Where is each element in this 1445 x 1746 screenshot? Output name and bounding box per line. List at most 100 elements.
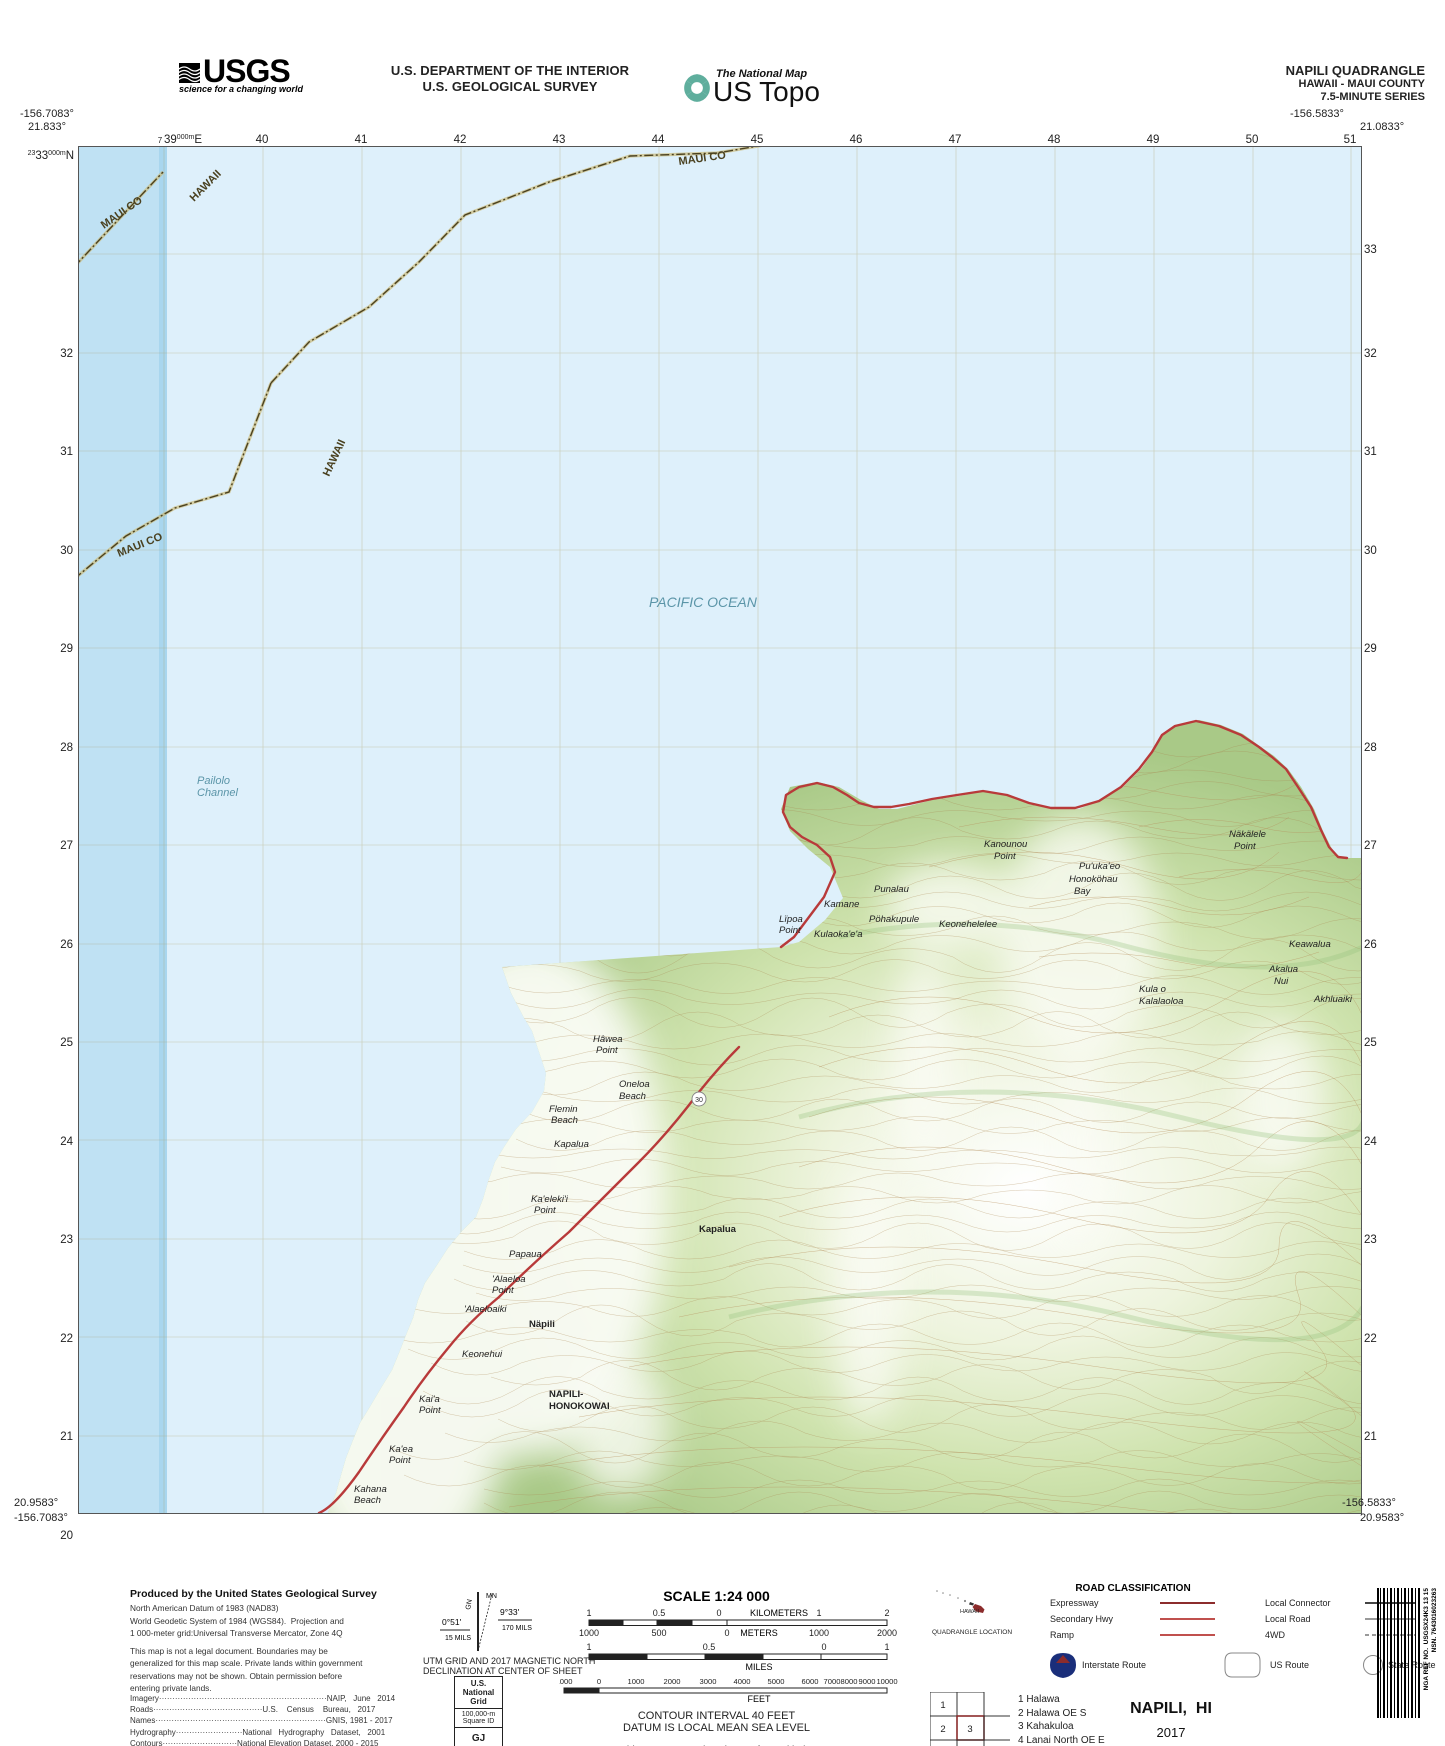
svg-text:HONOKOWAI: HONOKOWAI [549, 1401, 610, 1412]
svg-text:6000: 6000 [802, 1677, 819, 1686]
svg-text:Näkälele: Näkälele [1229, 829, 1266, 840]
svg-text:FEET: FEET [747, 1694, 771, 1703]
svg-text:Beach: Beach [619, 1091, 646, 1102]
svg-text:22: 22 [60, 1333, 73, 1345]
svg-text:Point: Point [492, 1285, 514, 1296]
svg-text:Kula o: Kula o [1139, 984, 1166, 995]
svg-text:Flemin: Flemin [549, 1104, 578, 1115]
svg-text:Punalau: Punalau [874, 884, 910, 895]
svg-text:'Alaeloaiki: 'Alaeloaiki [464, 1304, 507, 1315]
svg-text:43: 43 [553, 134, 566, 146]
svg-text:Ka'ea: Ka'ea [389, 1444, 413, 1455]
svg-text:22: 22 [1364, 1333, 1377, 1345]
svg-text:23: 23 [60, 1234, 73, 1246]
svg-text:1: 1 [586, 1642, 591, 1652]
svg-text:4000: 4000 [734, 1677, 751, 1686]
svg-text:2: 2 [884, 1608, 889, 1618]
svg-text:2000: 2000 [877, 1628, 897, 1638]
svg-text:0°51': 0°51' [442, 1617, 462, 1627]
svg-text:20: 20 [60, 1530, 73, 1542]
svg-text:7: 7 [158, 136, 163, 145]
svg-text:26: 26 [60, 939, 73, 951]
svg-text:Kanounou: Kanounou [984, 839, 1028, 850]
svg-text:Interstate Route: Interstate Route [1082, 1660, 1146, 1670]
svg-text:0: 0 [597, 1677, 601, 1686]
svg-text:PACIFIC OCEAN: PACIFIC OCEAN [649, 594, 758, 610]
svg-text:9000: 9000 [859, 1677, 876, 1686]
svg-text:1000: 1000 [628, 1677, 645, 1686]
svg-text:27: 27 [60, 840, 73, 852]
svg-text:170 MILS: 170 MILS [502, 1625, 532, 1632]
svg-text:Keawalua: Keawalua [1289, 939, 1331, 950]
svg-text:21: 21 [60, 1431, 73, 1443]
svg-text:40: 40 [256, 134, 269, 146]
svg-text:Kamane: Kamane [824, 899, 859, 910]
svg-text:0: 0 [821, 1642, 826, 1652]
svg-text:7000: 7000 [824, 1677, 841, 1686]
svg-text:2: 2 [940, 1724, 945, 1735]
svg-text:Secondary Hwy: Secondary Hwy [1050, 1614, 1114, 1624]
svg-text:26: 26 [1364, 939, 1377, 951]
svg-text:25: 25 [60, 1037, 73, 1049]
svg-text:1000: 1000 [809, 1628, 829, 1638]
svg-text:Local Connector: Local Connector [1265, 1598, 1331, 1608]
svg-text:Kapalua: Kapalua [554, 1139, 589, 1150]
svg-text:Ramp: Ramp [1050, 1630, 1074, 1640]
svg-text:32: 32 [1364, 348, 1377, 360]
svg-text:Keonehelelee: Keonehelelee [939, 919, 997, 930]
svg-text:29: 29 [1364, 643, 1377, 655]
svg-text:3: 3 [967, 1724, 972, 1735]
svg-text:28: 28 [1364, 742, 1377, 754]
svg-text:0.5: 0.5 [653, 1608, 666, 1618]
svg-text:1: 1 [940, 1700, 945, 1711]
svg-text:Point: Point [779, 925, 801, 936]
svg-text:Honoköhau: Honoköhau [1069, 874, 1118, 885]
svg-text:'Alaeloa: 'Alaeloa [492, 1274, 526, 1285]
svg-text:Ka'eleki'i: Ka'eleki'i [531, 1194, 569, 1205]
svg-text:30: 30 [1364, 545, 1377, 557]
svg-text:44: 44 [652, 134, 665, 146]
svg-text:9°33': 9°33' [500, 1607, 520, 1617]
svg-text:Beach: Beach [354, 1495, 381, 1506]
svg-text:1: 1 [586, 1608, 591, 1618]
svg-text:1000: 1000 [559, 1677, 572, 1686]
svg-text:2000: 2000 [664, 1677, 681, 1686]
svg-text:4WD: 4WD [1265, 1630, 1286, 1640]
svg-text:MN: MN [486, 1593, 497, 1600]
svg-text:Näpili: Näpili [529, 1319, 555, 1330]
svg-text:33: 33 [1364, 244, 1377, 256]
svg-text:Kulaoka'e'a: Kulaoka'e'a [814, 929, 863, 940]
svg-text:Nui: Nui [1274, 976, 1289, 987]
svg-text:5000: 5000 [768, 1677, 785, 1686]
svg-text:28: 28 [60, 742, 73, 754]
svg-text:Lïpoa: Lïpoa [779, 914, 803, 925]
svg-text:Pöhakupule: Pöhakupule [869, 914, 919, 925]
svg-text:Kalalaoloa: Kalalaoloa [1139, 996, 1183, 1007]
svg-text:24: 24 [60, 1136, 73, 1148]
svg-text:Point: Point [994, 851, 1016, 862]
svg-text:1000: 1000 [579, 1628, 599, 1638]
svg-text:Local Road: Local Road [1265, 1614, 1311, 1624]
svg-text:Point: Point [534, 1205, 556, 1216]
svg-text:Kai'a: Kai'a [419, 1394, 440, 1405]
svg-text:Point: Point [389, 1455, 411, 1466]
svg-text:39000mE: 39000mE [164, 134, 202, 146]
svg-text:51: 51 [1344, 134, 1357, 146]
svg-text:Point: Point [419, 1405, 441, 1416]
svg-text:Oneloa: Oneloa [619, 1079, 650, 1090]
svg-text:25: 25 [1364, 1037, 1377, 1049]
svg-text:48: 48 [1048, 134, 1061, 146]
svg-text:Akhluaiki: Akhluaiki [1313, 994, 1353, 1005]
svg-text:49: 49 [1147, 134, 1160, 146]
svg-text:46: 46 [850, 134, 863, 146]
svg-text:29: 29 [60, 643, 73, 655]
svg-text:Papaua: Papaua [509, 1249, 542, 1260]
svg-text:Kahana: Kahana [354, 1484, 387, 1495]
svg-text:0: 0 [716, 1608, 721, 1618]
svg-text:1: 1 [884, 1642, 889, 1652]
svg-text:0: 0 [724, 1628, 729, 1638]
svg-text:HAWAII: HAWAII [960, 1609, 980, 1615]
svg-text:27: 27 [1364, 840, 1377, 852]
svg-text:Keonehui: Keonehui [462, 1349, 503, 1360]
svg-text:3000: 3000 [700, 1677, 717, 1686]
